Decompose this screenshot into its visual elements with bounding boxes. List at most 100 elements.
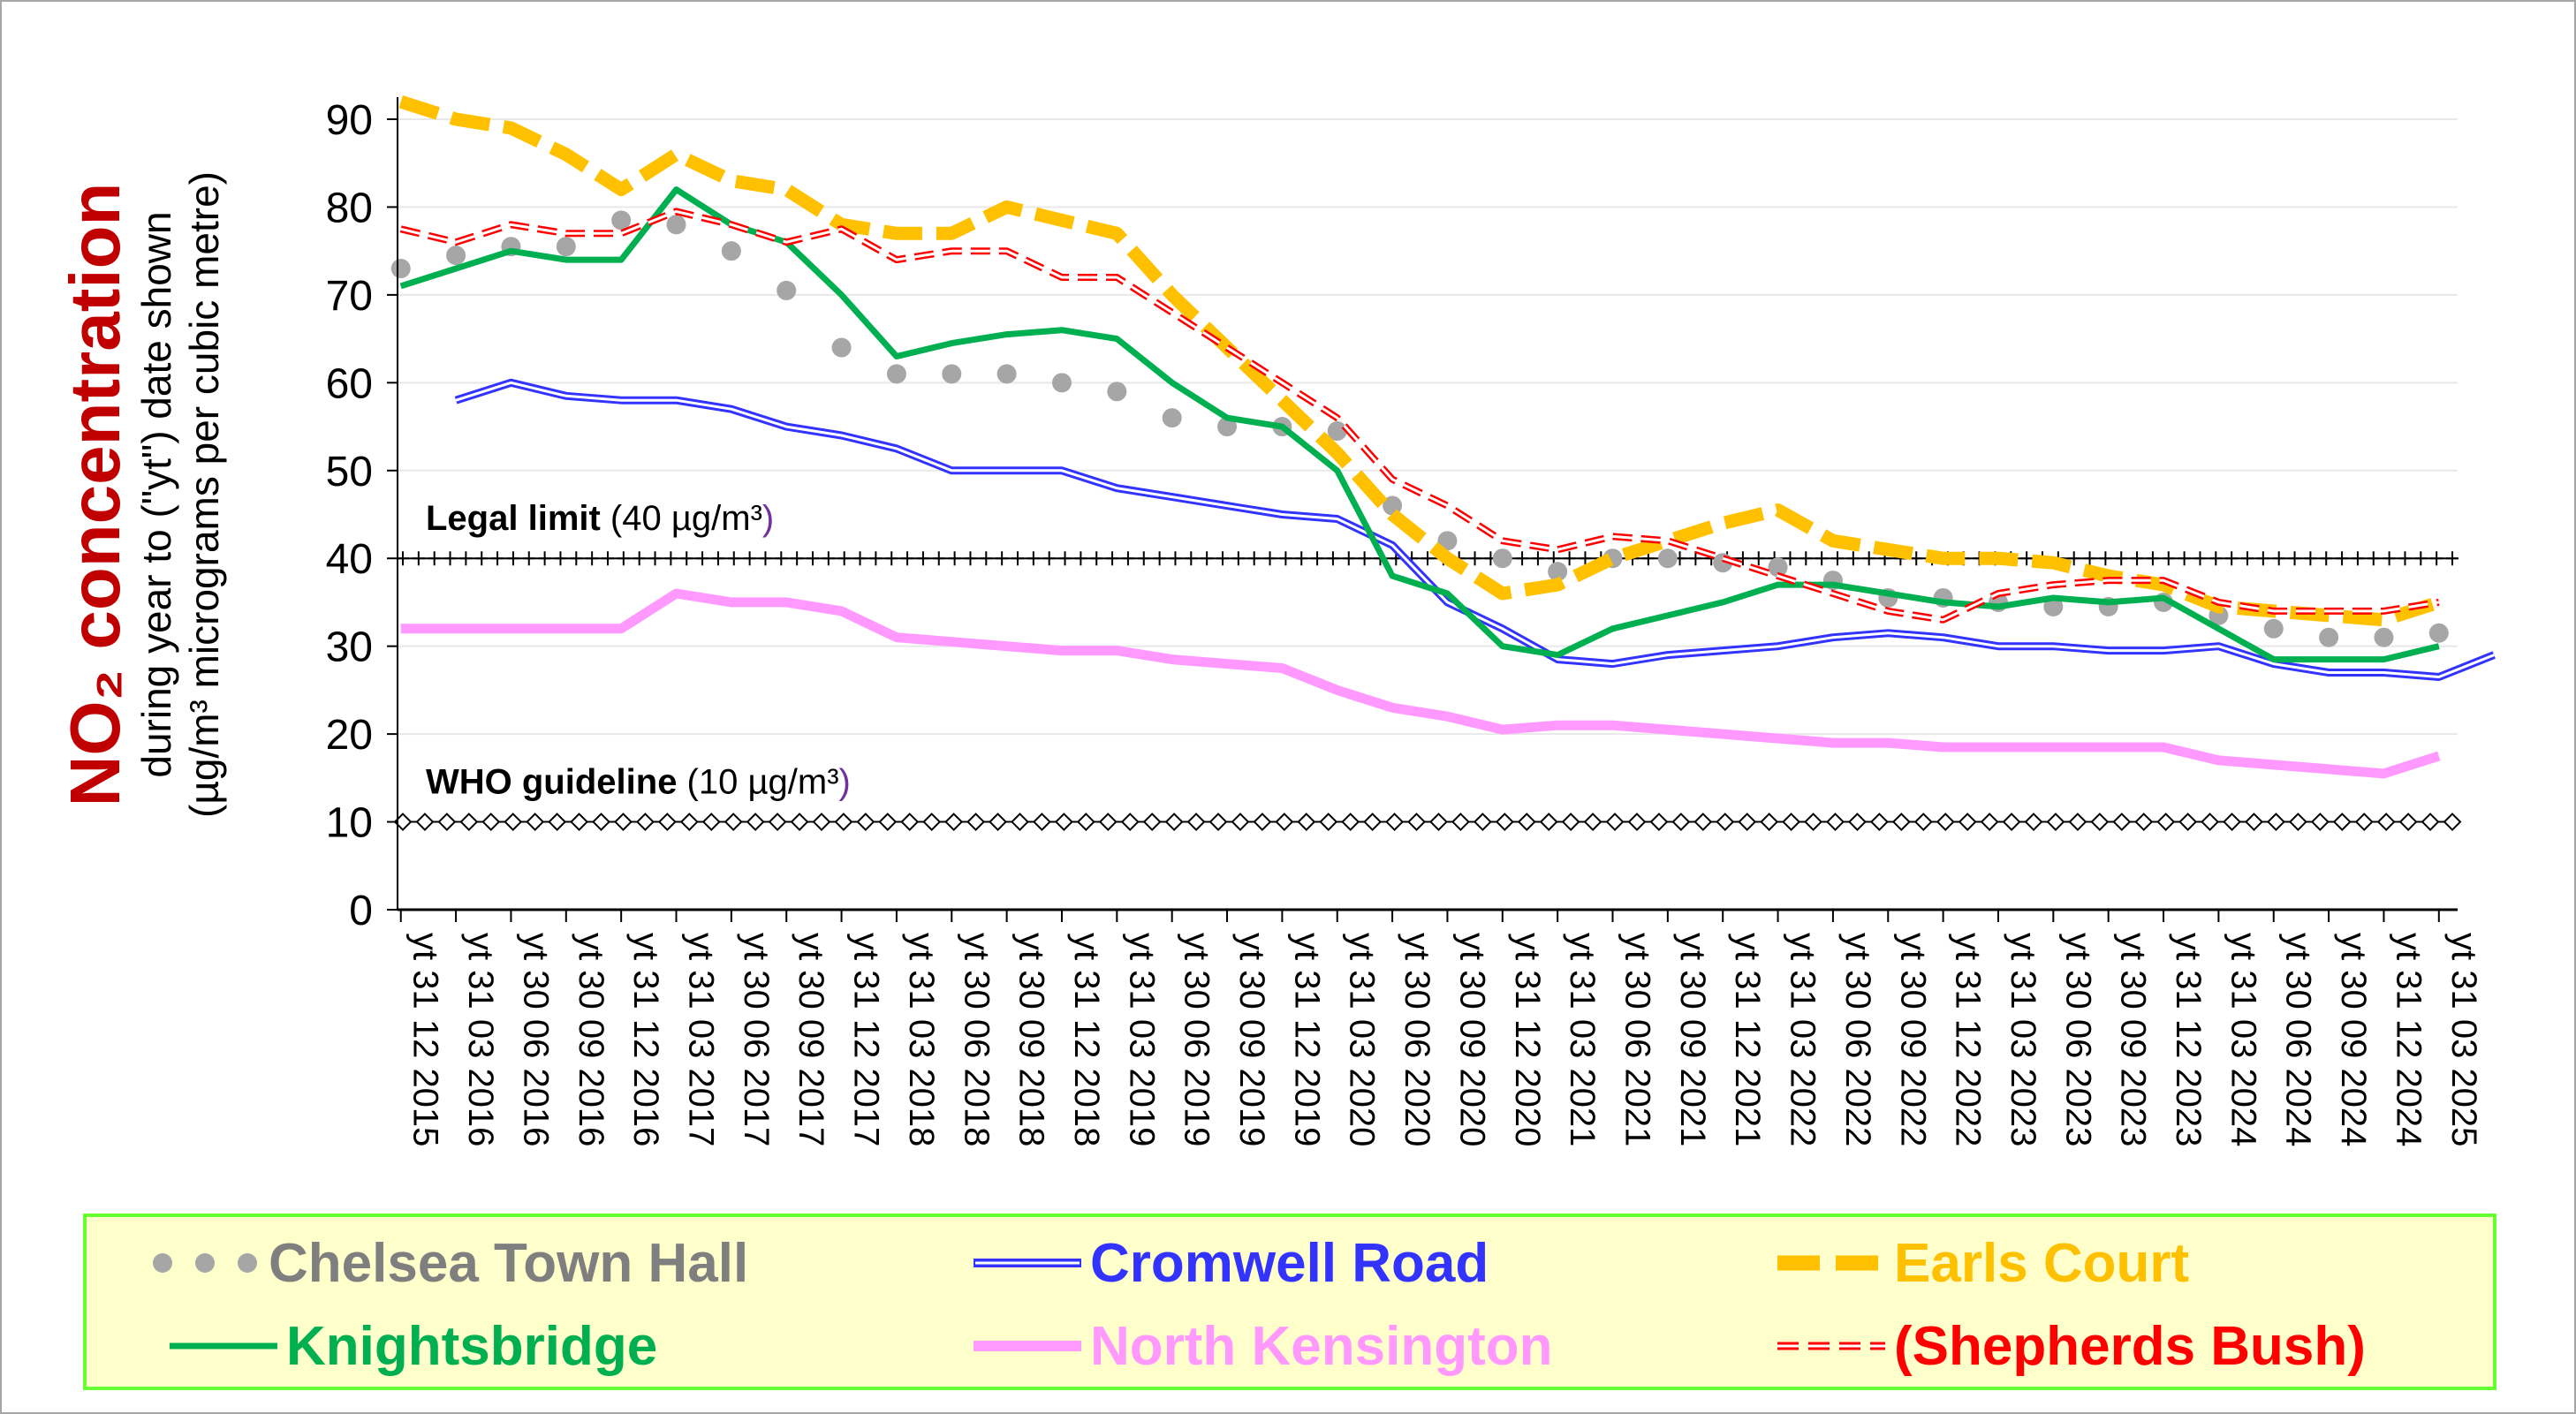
reference-marker xyxy=(2024,813,2043,831)
reference-marker xyxy=(1385,813,1404,831)
reference-marker xyxy=(437,813,457,831)
series-line-earls-court xyxy=(398,95,2442,627)
y-tick-label: 60 xyxy=(326,360,373,407)
x-tick-label: yt 31 12 2022 xyxy=(1949,933,1988,1146)
legend-label-earls: Earls Court xyxy=(1894,1232,2190,1294)
reference-marker xyxy=(2310,813,2330,831)
reference-marker xyxy=(1326,551,1339,566)
reference-marker xyxy=(964,551,977,566)
reference-marker xyxy=(2383,551,2396,566)
reference-marker xyxy=(711,551,724,566)
reference-marker xyxy=(586,551,599,566)
reference-marker xyxy=(916,551,929,566)
reference-marker xyxy=(554,551,567,566)
reference-marker xyxy=(1846,551,1860,566)
legend: Chelsea Town Hall Cromwell Road Earls Co… xyxy=(83,1214,2496,1390)
reference-marker xyxy=(1295,551,1308,566)
reference-marker xyxy=(2112,813,2132,831)
reference-marker xyxy=(2131,551,2144,566)
reference-marker xyxy=(1782,813,1801,831)
x-tick-label: yt 31 03 2017 xyxy=(682,933,721,1146)
x-tick-label: yt 30 09 2019 xyxy=(1232,933,1271,1146)
reference-marker xyxy=(2272,551,2285,566)
reference-marker xyxy=(746,813,765,831)
legend-item-chelsea: Chelsea Town Hall xyxy=(148,1228,748,1298)
y-tick-label: 10 xyxy=(326,800,373,847)
x-tick-label: yt 30 09 2020 xyxy=(1452,933,1491,1146)
x-tick-label: yt 30 09 2022 xyxy=(1893,933,1932,1146)
legend-item-north-kensington: North Kensington xyxy=(970,1311,1553,1381)
reference-marker xyxy=(1980,813,1999,831)
x-tick-label: yt 31 12 2021 xyxy=(1728,933,1767,1146)
reference-marker xyxy=(1201,551,1214,566)
series-line-inner-shepherds-bush xyxy=(400,209,2440,622)
x-tick-label: yt 30 06 2023 xyxy=(2058,933,2097,1146)
reference-marker xyxy=(1407,813,1426,831)
data-point-chelsea-town-hall xyxy=(1657,548,1678,569)
reference-marker xyxy=(1164,813,1184,831)
legend-swatch-cromwell xyxy=(974,1259,1081,1267)
reference-marker xyxy=(948,551,961,566)
data-point-chelsea-town-hall xyxy=(1437,531,1458,551)
reference-marker xyxy=(1169,551,1182,566)
reference-marker xyxy=(614,813,633,831)
x-tick-label: yt 31 03 2020 xyxy=(1343,933,1382,1146)
reference-marker xyxy=(1247,551,1261,566)
reference-marker xyxy=(1451,813,1470,831)
legend-label-cromwell: Cromwell Road xyxy=(1090,1232,1489,1294)
reference-marker xyxy=(2421,813,2440,831)
series-line-inner-cromwell-road xyxy=(455,381,2495,678)
reference-marker xyxy=(2376,813,2396,831)
reference-marker xyxy=(822,551,835,566)
reference-marker xyxy=(657,813,677,831)
reference-marker xyxy=(1033,813,1051,831)
reference-marker xyxy=(980,551,993,566)
reference-marker xyxy=(1815,551,1829,566)
reference-marker xyxy=(2225,551,2239,566)
reference-label-value: (40 µg/m³ xyxy=(601,499,762,538)
reference-marker xyxy=(538,551,551,566)
reference-marker xyxy=(812,813,831,831)
series-line-north-kensington xyxy=(400,588,2441,779)
reference-marker xyxy=(1910,551,1923,566)
reference-marker xyxy=(743,551,756,566)
y-tick-label: 90 xyxy=(326,97,373,144)
x-tick-label: yt 31 03 2024 xyxy=(2224,933,2262,1146)
reference-marker xyxy=(989,813,1007,831)
data-point-chelsea-town-hall xyxy=(556,237,576,257)
reference-marker xyxy=(1341,813,1360,831)
reference-marker xyxy=(2304,551,2317,566)
reference-line-labels: Legal limit (40 µg/m³)WHO guideline (10 … xyxy=(426,499,851,801)
x-tick-label: yt 30 09 2018 xyxy=(1012,933,1051,1146)
reference-marker xyxy=(922,813,942,831)
reference-marker xyxy=(1231,551,1245,566)
reference-marker xyxy=(2414,551,2428,566)
x-tick-label: yt 31 03 2025 xyxy=(2444,933,2483,1146)
reference-marker xyxy=(1516,551,1529,566)
x-tick-label: yt 30 06 2016 xyxy=(516,933,555,1146)
reference-marker xyxy=(602,551,614,566)
reference-marker xyxy=(1011,551,1024,566)
legend-swatch-earls xyxy=(1777,1255,1885,1271)
reference-marker xyxy=(664,551,678,566)
reference-marker xyxy=(1716,813,1735,831)
reference-marker xyxy=(1342,551,1355,566)
x-tick-label: yt 31 12 2024 xyxy=(2389,933,2428,1146)
reference-marker xyxy=(2002,813,2021,831)
y-title-line2: during year to ("yt") date shown xyxy=(133,211,179,778)
y-tick-label: 30 xyxy=(326,624,373,671)
x-tick-label: yt 31 12 2023 xyxy=(2169,933,2208,1146)
reference-marker xyxy=(1058,551,1072,566)
reference-marker xyxy=(1561,813,1580,831)
y-tick-label: 20 xyxy=(326,712,373,759)
reference-marker xyxy=(2223,813,2241,831)
reference-marker xyxy=(1098,813,1118,831)
data-point-chelsea-town-hall xyxy=(611,210,632,231)
reference-marker xyxy=(2068,813,2087,831)
reference-marker xyxy=(2332,813,2352,831)
reference-marker xyxy=(526,813,545,831)
reference-marker xyxy=(1142,813,1162,831)
legend-dot xyxy=(153,1253,172,1273)
reference-marker xyxy=(2046,813,2065,831)
reference-marker xyxy=(791,551,804,566)
